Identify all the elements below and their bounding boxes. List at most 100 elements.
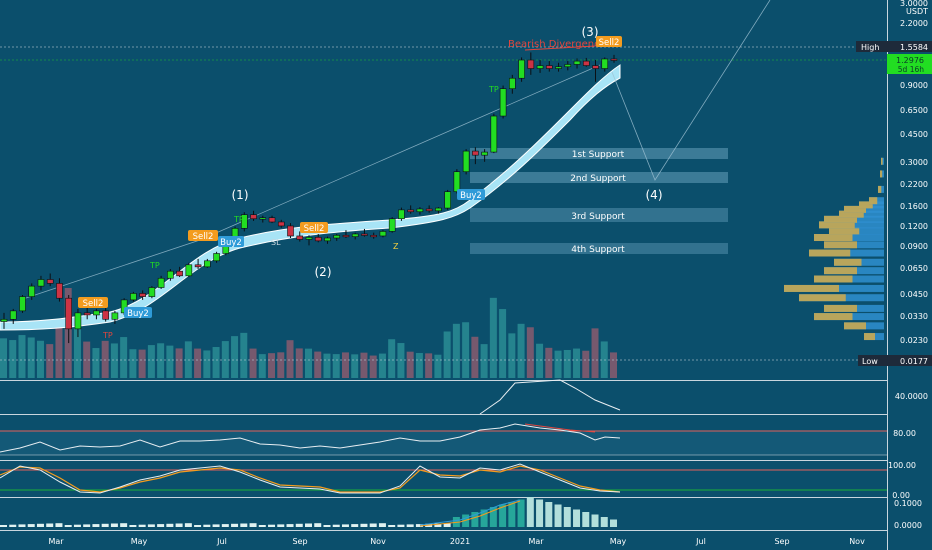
price-axis: 3.0000 USDT 2.2000 0.9000 0.6500 0.4500 …	[856, 0, 932, 530]
adx-tick: 40.0000	[895, 392, 928, 401]
volume-profile-bar	[819, 221, 855, 229]
macd-bar	[175, 523, 183, 527]
macd-bar	[563, 507, 571, 527]
tp-label: TP	[149, 261, 160, 270]
candle	[490, 115, 498, 153]
macd-bar	[55, 523, 63, 527]
candle	[481, 151, 488, 156]
macd-bar	[46, 523, 54, 527]
candle	[435, 207, 442, 212]
volume-bar	[27, 337, 35, 378]
candle	[324, 237, 331, 242]
macd-bar	[517, 499, 525, 527]
divergence-line	[524, 45, 596, 51]
price-tick: 0.6500	[900, 106, 928, 115]
low-value-box	[887, 355, 932, 366]
volume-bar	[332, 354, 340, 378]
time-axis: Mar May Jul Sep Nov 2021 Mar May Jul Sep…	[48, 537, 865, 546]
adx-pane	[479, 379, 621, 415]
volume-profile-bar	[839, 210, 864, 218]
z-label: Z	[393, 242, 399, 251]
high-value-box	[887, 41, 932, 52]
macd-bar	[536, 499, 544, 527]
candle	[194, 264, 202, 268]
volume-bar	[194, 348, 202, 378]
macd-bar	[27, 524, 35, 527]
candle	[601, 58, 609, 69]
buy-signal-label: Buy2	[127, 309, 149, 319]
volume-profile-bar	[814, 275, 853, 283]
candle	[46, 279, 54, 284]
buy-signal-badge	[457, 189, 485, 200]
candle	[176, 270, 183, 277]
candle	[361, 233, 368, 236]
candle	[9, 310, 17, 320]
volume-bar	[508, 333, 516, 378]
volume-bar	[231, 336, 239, 378]
volume-bar	[138, 349, 146, 378]
candle	[111, 312, 119, 320]
volume-bar	[166, 345, 174, 378]
tp-label: TP	[488, 85, 499, 94]
candle	[444, 191, 451, 209]
price-tick: 3.0000	[900, 0, 928, 8]
volume-bar	[526, 327, 534, 378]
macd-bar	[120, 523, 128, 527]
candle	[610, 58, 618, 61]
volume-bar	[341, 352, 349, 378]
macd-bar	[610, 519, 617, 527]
last-price: 1.2976	[896, 56, 924, 65]
wave-1-label: (1)	[232, 188, 249, 202]
volume-profile-bar	[824, 241, 857, 249]
macd-bar	[415, 524, 423, 527]
volume-bar	[434, 354, 442, 378]
macd-bar	[18, 524, 26, 527]
macd-bar	[73, 524, 81, 527]
volume-bar	[268, 353, 276, 378]
volume-profile-bar	[859, 201, 873, 209]
candle	[388, 218, 396, 232]
volume-bar	[175, 348, 183, 378]
volume-bar	[212, 347, 220, 378]
volume-bar	[378, 353, 386, 378]
time-tick: Nov	[370, 537, 386, 546]
volume-profile-bar	[814, 234, 853, 242]
candle	[65, 297, 72, 330]
macd-bar	[64, 525, 72, 527]
tp-label: TP	[233, 215, 244, 224]
candle	[19, 296, 26, 312]
candle	[592, 65, 599, 69]
candle	[268, 217, 276, 223]
volume-bar	[536, 343, 544, 378]
volume-profile-bar	[824, 304, 857, 312]
volume-bar	[286, 340, 294, 378]
volume-bar	[9, 340, 17, 378]
candle	[277, 221, 285, 227]
price-tick: 0.0900	[900, 242, 928, 251]
candle	[28, 285, 36, 297]
macd-bar	[554, 504, 562, 527]
candle	[241, 214, 248, 229]
volume-bar	[73, 317, 81, 378]
candle	[102, 310, 109, 320]
macd-lines	[419, 499, 521, 527]
buy-signal-badge	[218, 236, 244, 247]
candle	[555, 66, 562, 69]
volume-profile-bar	[864, 333, 875, 341]
macd-bar	[147, 524, 155, 527]
candle	[342, 234, 350, 238]
price-tick: 0.0230	[900, 336, 928, 345]
macd-bar	[138, 524, 146, 527]
support-label-3: 3rd Support	[571, 212, 625, 222]
time-tick: Mar	[48, 537, 64, 546]
wave-3-label: (3)	[582, 25, 599, 39]
volume-profile-bar	[824, 267, 857, 275]
stoch-pane	[0, 463, 887, 494]
macd-bar	[323, 525, 331, 527]
macd-bar	[83, 524, 91, 527]
macd-bar	[184, 523, 192, 527]
candle	[416, 208, 424, 213]
candle	[250, 214, 257, 220]
candle	[573, 60, 581, 65]
